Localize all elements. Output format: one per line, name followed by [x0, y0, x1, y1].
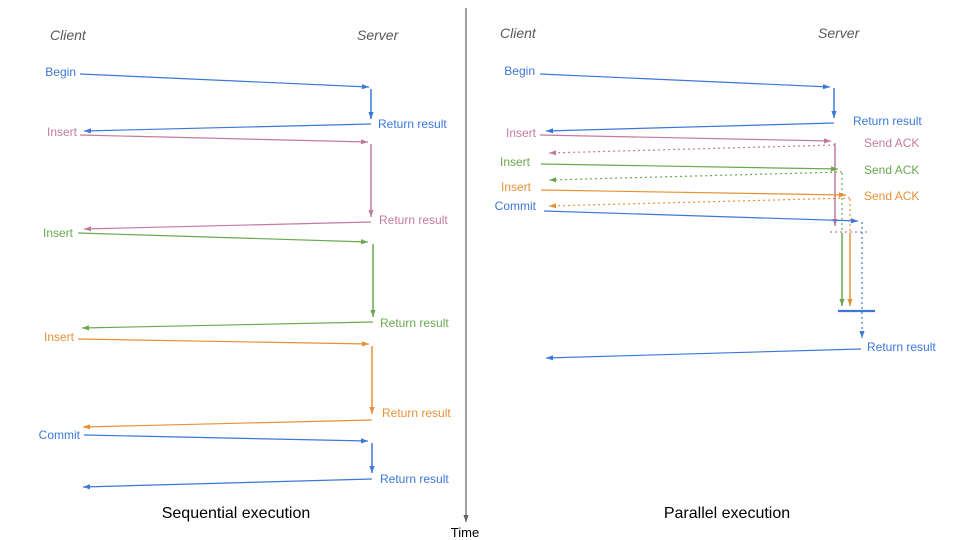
insert2-request-line: [77, 232, 369, 243]
insert2-request-line-arrowhead: [360, 239, 368, 245]
return-result-begin-label: Return result: [853, 114, 922, 128]
begin-request-line-arrowhead: [361, 84, 369, 90]
insert2-ack-line-arrowhead: [549, 177, 557, 183]
begin-request-line: [79, 73, 370, 88]
return-result-begin-label: Return result: [378, 117, 447, 131]
send-ack-insert1-label: Send ACK: [864, 136, 919, 150]
insert2-label: Insert: [43, 226, 74, 240]
insert3-label: Insert: [501, 180, 532, 194]
commit-return-line-arrowhead: [83, 484, 91, 490]
begin-return-line-arrowhead: [84, 128, 92, 134]
insert2-return-line: [81, 321, 374, 329]
insert1-label: Insert: [506, 126, 537, 140]
begin-label: Begin: [504, 64, 535, 78]
commit-request-line: [543, 210, 859, 222]
insert2-ack-line: [548, 171, 843, 181]
insert1-process-line-arrowhead: [368, 210, 374, 217]
commit-label: Commit: [39, 428, 81, 442]
insert3-return-line-arrowhead: [83, 424, 91, 430]
time-axis-line-arrowhead: [463, 515, 469, 522]
insert1-ack-line: [548, 144, 836, 154]
begin-request-line: [539, 73, 831, 88]
insert3-ack-line-arrowhead: [549, 203, 557, 209]
commit-request-line-arrowhead: [360, 438, 368, 444]
commit-wait-line-arrowhead: [859, 331, 865, 338]
return-result-insert1-label: Return result: [379, 213, 448, 227]
begin-process-line-arrowhead: [831, 111, 837, 118]
insert3-return-line: [82, 419, 373, 428]
client-header: Client: [50, 27, 87, 43]
insert3-label: Insert: [44, 330, 75, 344]
begin-label: Begin: [45, 65, 76, 79]
commit-return-line-arrowhead: [546, 355, 554, 361]
insert1-ack-line-arrowhead: [549, 150, 557, 156]
insert1-request-line-arrowhead: [360, 139, 368, 145]
insert2-label: Insert: [500, 155, 531, 169]
sequential-execution-panel: Client Server Begin Insert Insert Insert Commi…: [39, 27, 452, 522]
insert1-request-line: [79, 134, 369, 143]
return-result-insert2-label: Return result: [380, 316, 449, 330]
insert1-request-line-arrowhead: [823, 138, 831, 144]
commit-request-line-arrowhead: [850, 218, 858, 224]
insert2-return-line-arrowhead: [82, 325, 90, 331]
commit-process-line-arrowhead: [369, 466, 375, 473]
send-ack-insert2-label: Send ACK: [864, 163, 919, 177]
insert3-request-line: [77, 338, 370, 345]
parallel-execution-panel: Client Server Begin Insert Insert Insert Commi…: [495, 25, 937, 522]
insert1-return-line-arrowhead: [84, 226, 92, 232]
return-result-commit-label: Return result: [380, 472, 449, 486]
panel-title: Sequential execution: [162, 505, 311, 522]
time-axis-label: Time: [451, 525, 479, 540]
server-header: Server: [357, 27, 400, 43]
return-result-commit-label: Return result: [867, 340, 936, 354]
begin-return-line: [83, 123, 372, 132]
commit-return-line: [82, 478, 373, 488]
insert1-label: Insert: [47, 125, 78, 139]
insert3-request-line-arrowhead: [838, 192, 846, 198]
begin-process-line-arrowhead: [368, 112, 374, 119]
insert1-request-line: [539, 134, 832, 142]
commit-request-line: [83, 434, 369, 442]
panel-title: Parallel execution: [664, 505, 790, 522]
insert3-ack-line: [548, 197, 851, 207]
insert3-process-line-arrowhead: [847, 299, 853, 306]
insert3-request-line-arrowhead: [361, 341, 369, 347]
insert2-request-line-arrowhead: [830, 166, 838, 172]
insert3-process-line-arrowhead: [369, 407, 375, 414]
server-header: Server: [818, 25, 861, 41]
return-result-insert3-label: Return result: [382, 406, 451, 420]
commit-label: Commit: [495, 199, 537, 213]
send-ack-insert3-label: Send ACK: [864, 189, 919, 203]
insert2-request-line: [540, 163, 839, 170]
insert2-process-line-arrowhead: [839, 299, 845, 306]
insert2-process-line-arrowhead: [370, 310, 376, 317]
time-axis: Time: [451, 8, 479, 540]
begin-return-line-arrowhead: [546, 128, 554, 134]
begin-return-line: [545, 122, 835, 132]
client-header: Client: [500, 25, 537, 41]
commit-return-line: [545, 348, 862, 359]
insert3-request-line: [540, 189, 847, 196]
begin-request-line-arrowhead: [822, 84, 830, 90]
insert1-return-line: [83, 221, 372, 230]
